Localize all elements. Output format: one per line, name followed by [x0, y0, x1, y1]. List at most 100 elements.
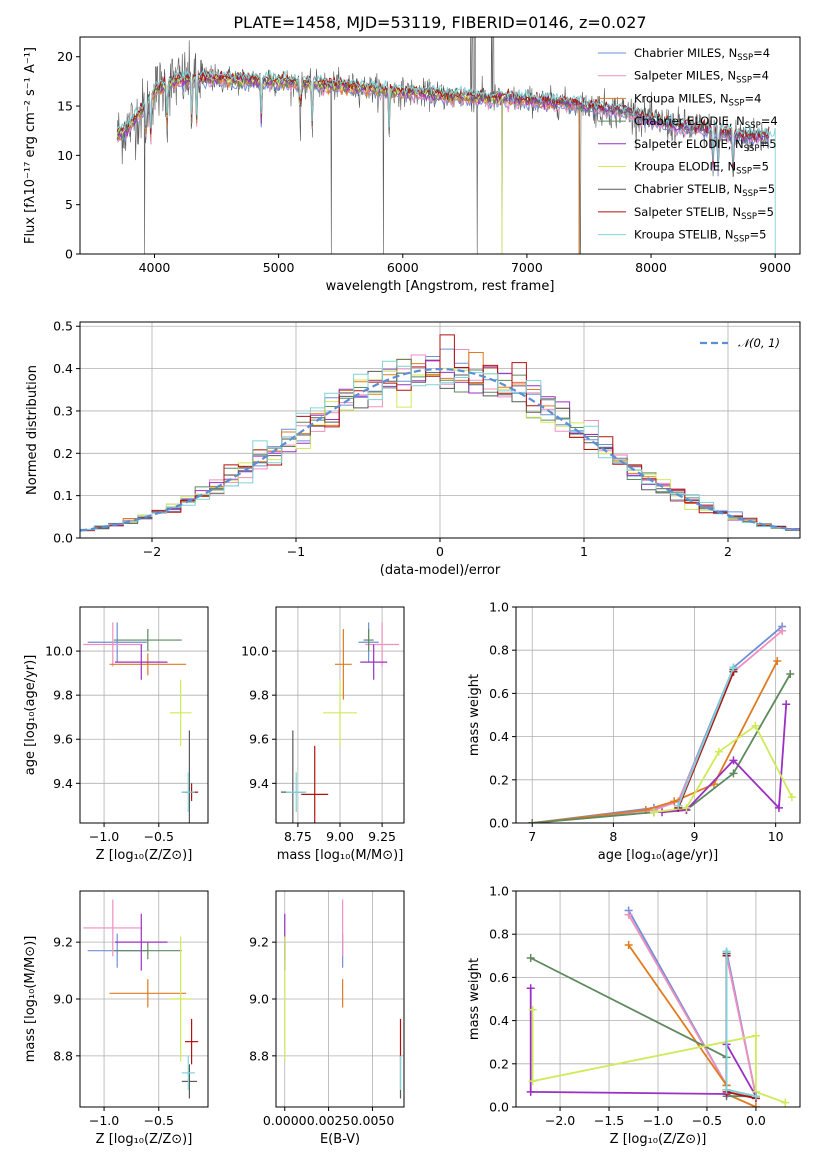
- grid-mass_vs_ebv: [276, 891, 404, 1107]
- ticks-age_vs_Z: −1.0 −0.5 9.4 9.6 9.8 10.0: [45, 644, 174, 844]
- x-tick-label: −1.5: [594, 1113, 624, 1128]
- y-tick-label: 0.6: [489, 970, 509, 985]
- x-tick-label: 6000: [387, 260, 419, 275]
- y-tick-label: 8.8: [249, 1048, 269, 1063]
- y-tick-label: 0.0: [53, 531, 73, 546]
- series-marker-chabrier_elodie: [528, 819, 537, 823]
- y-tick-label: 0.8: [489, 927, 509, 942]
- y-tick-label: 0.2: [53, 446, 73, 461]
- series-marker-kroupa_miles: [670, 797, 679, 806]
- legend-label-salpeter_stelib: Salpeter STELIB, NSSP=5: [634, 205, 774, 222]
- axes-frame: [79, 890, 209, 1108]
- x-tick-label: 9.25: [368, 829, 396, 844]
- series-marker-salpeter_miles: [778, 626, 787, 635]
- x-tick-label: −0.5: [144, 829, 174, 844]
- axes-massweight_vs_Z: −2.0 −1.5 −1.0 −0.5 0.0 0.0 0.2 0.4 0.6 0.8 1.0 Z […: [467, 884, 801, 1147]
- axes-spectrum: 4000 5000 6000 7000 8000 9000 0 5 10 15 20 waveleng…: [23, 36, 801, 294]
- series-marker-kroupa_stelib: [722, 947, 731, 956]
- y-tick-label: 10.0: [241, 644, 269, 659]
- ticks-mass_vs_Z: −1.0 −0.5 8.8 9.0 9.2: [53, 935, 174, 1128]
- y-axis-label: mass weight: [467, 674, 482, 756]
- axes-age_vs_mass: 8.75 9.00 9.25 9.4 9.6 9.8 10.0 mass [log₁₀(M/M…: [241, 606, 405, 863]
- ticks-massweight_vs_Z: −2.0 −1.5 −1.0 −0.5 0.0 0.0 0.2 0.4 0.6 0.8 1.0: [489, 884, 766, 1129]
- x-tick-label: −1.0: [89, 829, 119, 844]
- axes-frame: [515, 606, 801, 824]
- series-marker-kroupa_elodie: [528, 1005, 537, 1014]
- series-line-kroupa_stelib: [677, 667, 735, 807]
- y-tick-label: 9.2: [53, 935, 73, 950]
- x-tick-label: 8000: [635, 260, 667, 275]
- x-tick-label: 0.0: [746, 1113, 766, 1128]
- axes-residuals: −2 −1 0 1 2 0.0 0.1 0.2 0.3 0.4 0.5 (data-model)/er…: [25, 319, 801, 578]
- x-tick-label: −1.0: [89, 1113, 119, 1128]
- y-tick-label: 20: [57, 49, 73, 64]
- y-tick-label: 9.6: [53, 732, 73, 747]
- ticks-mass_vs_ebv: 0.0000 0.0025 0.0050 8.8 9.0 9.2: [249, 935, 394, 1128]
- y-tick-label: 0.1: [53, 488, 73, 503]
- y-tick-label: 0.8: [489, 643, 509, 658]
- series-marker-salpeter_elodie: [782, 700, 791, 709]
- series-marker-chabrier_elodie: [786, 669, 795, 678]
- x-tick-label: −2: [143, 544, 161, 559]
- series-marker-kroupa_stelib: [729, 663, 738, 672]
- series-marker-chabrier_elodie: [729, 769, 738, 778]
- x-tick-label: 0.0025: [307, 1113, 351, 1128]
- x-tick-label: −2.0: [545, 1113, 575, 1128]
- series-line-salpeter_miles: [627, 914, 757, 1097]
- series-line-salpeter_stelib: [677, 671, 735, 809]
- y-tick-label: 0.5: [53, 319, 73, 334]
- axes-mass_vs_ebv: 0.0000 0.0025 0.0050 8.8 9.0 9.2 E(B-V): [249, 890, 405, 1147]
- x-tick-label: 9: [691, 829, 699, 844]
- legend-label-kroupa_miles: Kroupa MILES, NSSP=4: [634, 91, 761, 108]
- y-tick-label: 9.4: [53, 776, 73, 791]
- x-tick-label: 9.00: [326, 829, 354, 844]
- spectrum-model-salpeter_stelib: [116, 69, 770, 168]
- spectrum-model-kroupa_stelib: [116, 68, 776, 254]
- residuals-legend: 𝒩(0, 1): [700, 336, 780, 350]
- y-tick-label: 0.4: [489, 1013, 509, 1028]
- y-tick-label: 0.3: [53, 403, 73, 418]
- x-tick-label: 1: [580, 544, 588, 559]
- legend-label-kroupa_stelib: Kroupa STELIB, NSSP=5: [634, 228, 766, 245]
- y-tick-label: 9.6: [249, 732, 269, 747]
- grid-massweight_vs_age: [516, 606, 800, 824]
- x-axis-label: mass [log₁₀(M/M⊙)]: [277, 848, 404, 863]
- y-tick-label: 9.8: [53, 688, 73, 703]
- series-marker-salpeter_elodie: [526, 1087, 535, 1096]
- y-tick-label: 10.0: [45, 644, 73, 659]
- grid-massweight_vs_Z: [516, 890, 800, 1108]
- legend-label-chabrier_stelib: Chabrier STELIB, NSSP=5: [634, 182, 775, 199]
- x-tick-label: 8: [609, 829, 617, 844]
- y-axis-label: mass weight: [467, 958, 482, 1040]
- y-tick-label: 0.0: [489, 816, 509, 831]
- x-axis-label: Z [log₁₀(Z/Z⊙)]: [610, 1132, 707, 1147]
- y-tick-label: 9.0: [249, 992, 269, 1007]
- gaussian-reference-curve: [80, 367, 798, 532]
- y-axis-label: age [log₁₀(age/yr)]: [23, 655, 38, 776]
- y-tick-label: 9.2: [249, 935, 269, 950]
- legend-label-salpeter_miles: Salpeter MILES, NSSP=4: [634, 69, 769, 86]
- series-marker-kroupa_stelib: [751, 1092, 760, 1101]
- x-tick-label: 7000: [511, 260, 543, 275]
- series-marker-kroupa_miles: [624, 941, 633, 949]
- y-tick-label: 10: [57, 148, 73, 163]
- y-axis-label: mass [log₁₀(M/M⊙)]: [23, 936, 38, 1063]
- y-tick-label: 9.0: [53, 992, 73, 1007]
- legend-label-gaussian: 𝒩(0, 1): [738, 336, 780, 350]
- legend-label-kroupa_elodie: Kroupa ELODIE, NSSP=5: [634, 160, 769, 177]
- series-marker-salpeter_elodie: [526, 984, 535, 993]
- axes-age_vs_Z: −1.0 −0.5 9.4 9.6 9.8 10.0 Z [log₁₀(Z/Z⊙)] age …: [23, 606, 209, 863]
- axes-frame: [275, 606, 405, 824]
- series-marker-kroupa_miles: [751, 1103, 760, 1107]
- series-marker-chabrier_elodie: [526, 953, 535, 962]
- series-marker-kroupa_stelib: [722, 1085, 731, 1094]
- x-tick-label: 8.75: [284, 829, 312, 844]
- series-marker-salpeter_elodie: [729, 756, 738, 765]
- x-tick-label: 0: [436, 544, 444, 559]
- y-tick-label: 1.0: [489, 884, 509, 899]
- x-tick-label: −1.0: [643, 1113, 673, 1128]
- x-tick-label: 10: [768, 829, 784, 844]
- series-marker-kroupa_elodie: [528, 1077, 537, 1086]
- y-tick-label: 8.8: [53, 1048, 73, 1063]
